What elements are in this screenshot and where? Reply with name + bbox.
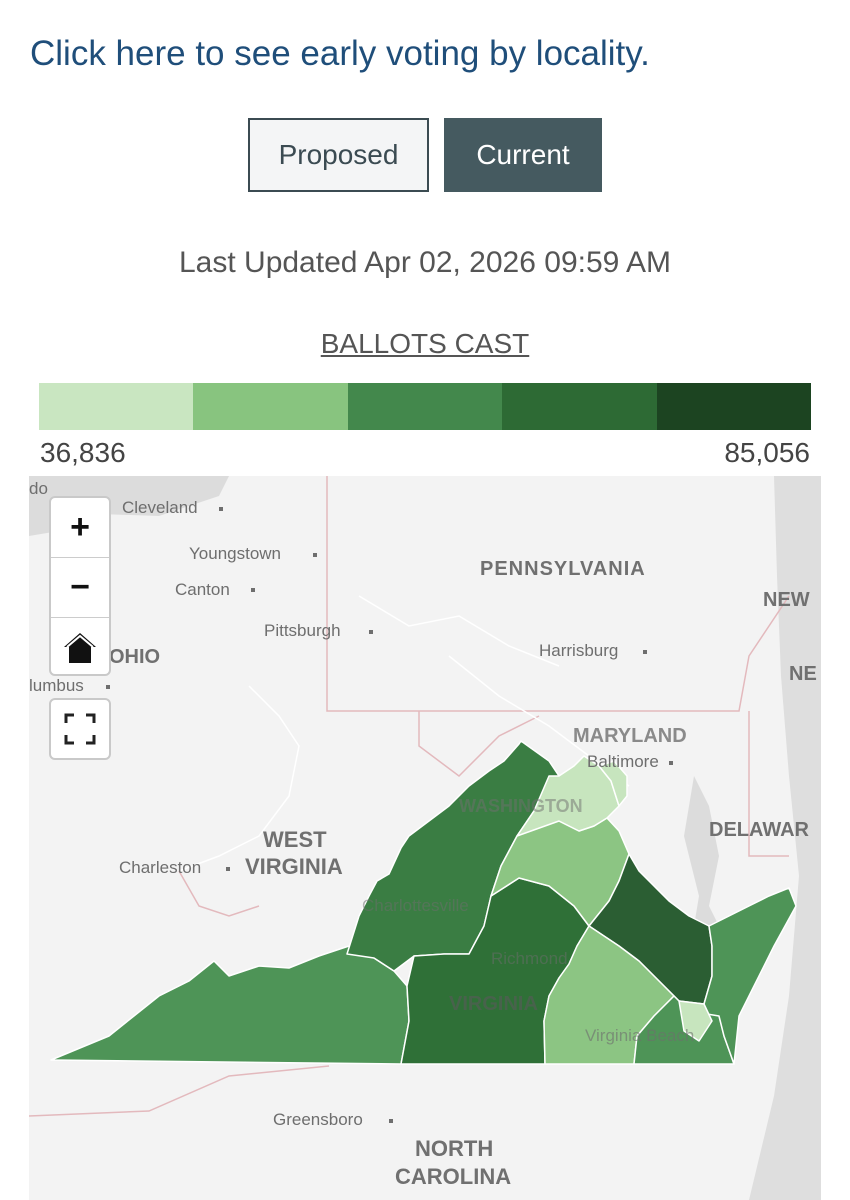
legend-bin-5 <box>656 383 812 430</box>
city-greensboro: Greensboro <box>273 1110 363 1129</box>
label-ohio: OHIO <box>109 646 160 668</box>
city-richmond: Richmond <box>491 949 568 968</box>
legend-min-label: 36,836 <box>40 437 126 468</box>
city-canton: Canton <box>175 580 230 599</box>
label-north: NORTH <box>415 1136 493 1161</box>
legend-bin-2 <box>193 383 348 430</box>
current-button[interactable]: Current <box>444 118 602 192</box>
map-canvas[interactable]: PENNSYLVANIA OHIO WEST VIRGINIA MARYLAND… <box>29 476 821 1200</box>
last-updated-text: Last Updated Apr 02, 2026 09:59 AM <box>178 246 672 279</box>
legend-bin-4 <box>502 383 657 430</box>
label-maryland: MARYLAND <box>573 725 687 747</box>
city-columbus: lumbus <box>29 676 84 695</box>
district-virginia-beach[interactable] <box>688 887 797 1065</box>
label-virginia: VIRGINIA <box>449 993 538 1015</box>
city-toledo: do <box>29 479 48 498</box>
fullscreen-icon <box>64 713 96 745</box>
city-charlottesville: Charlottesville <box>362 896 469 915</box>
home-icon <box>64 632 96 663</box>
label-new-jersey: NEW <box>763 589 810 611</box>
city-charleston: Charleston <box>119 858 201 877</box>
district-arlington[interactable] <box>598 760 628 807</box>
atlantic-ocean <box>749 476 821 1200</box>
legend-max-label: 85,056 <box>724 437 810 468</box>
zoom-in-button[interactable]: + <box>51 498 109 558</box>
legend-bin-3 <box>347 383 503 430</box>
legend-bin-1 <box>39 383 194 430</box>
border-pa <box>326 476 790 712</box>
fullscreen-button[interactable] <box>49 698 111 760</box>
label-west: WEST <box>263 827 327 852</box>
label-delaware: DELAWAR <box>709 819 810 841</box>
label-carolina: CAROLINA <box>395 1164 511 1189</box>
city-youngstown: Youngstown <box>189 544 281 563</box>
city-cleveland: Cleveland <box>122 498 198 517</box>
legend-color-scale <box>39 383 812 430</box>
label-washington: WASHINGTON <box>459 796 583 816</box>
label-virginia-wv: VIRGINIA <box>245 854 343 879</box>
city-markers <box>106 507 673 1123</box>
early-voting-link[interactable]: Click here to see early voting by locali… <box>30 34 650 73</box>
map-basemap: PENNSYLVANIA OHIO WEST VIRGINIA MARYLAND… <box>29 476 821 1200</box>
border-wv-ky <box>178 870 260 917</box>
district-southwest[interactable] <box>50 945 410 1065</box>
district-norfolk[interactable] <box>678 1000 713 1042</box>
label-ne: NE <box>789 663 817 685</box>
home-button[interactable] <box>51 618 109 677</box>
border-nc-tn <box>29 1065 330 1117</box>
zoom-out-button[interactable]: − <box>51 558 109 618</box>
city-harrisburg: Harrisburg <box>539 641 618 660</box>
legend-title[interactable]: BALLOTS CAST <box>320 328 530 359</box>
city-virginia-beach: Virginia Beach <box>585 1026 694 1045</box>
border-de <box>748 711 789 857</box>
zoom-controls: + − <box>49 496 111 676</box>
label-pennsylvania: PENNSYLVANIA <box>480 558 646 580</box>
city-pittsburgh: Pittsburgh <box>264 621 341 640</box>
city-baltimore: Baltimore <box>587 752 659 771</box>
proposed-button[interactable]: Proposed <box>248 118 429 192</box>
border-md-wv <box>418 711 540 777</box>
